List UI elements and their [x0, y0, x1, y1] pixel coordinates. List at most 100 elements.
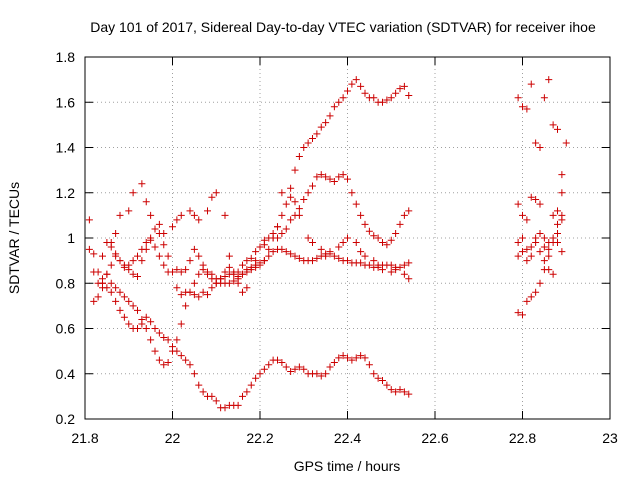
data-point — [164, 252, 172, 260]
data-point — [536, 248, 544, 256]
data-point — [287, 184, 295, 192]
data-point — [177, 211, 185, 219]
data-point — [383, 381, 391, 389]
data-point — [536, 279, 544, 287]
data-point — [309, 134, 316, 142]
data-point — [326, 112, 334, 120]
data-point — [199, 288, 207, 296]
data-point — [125, 261, 133, 269]
data-point — [519, 248, 526, 256]
data-point — [352, 76, 360, 84]
data-point — [116, 211, 124, 219]
data-point — [313, 254, 321, 262]
data-point — [129, 270, 137, 278]
data-point — [195, 252, 203, 260]
data-point — [400, 211, 408, 219]
data-point — [265, 361, 273, 369]
data-point — [523, 216, 531, 224]
data-point — [169, 268, 176, 276]
data-point — [260, 365, 268, 373]
data-point — [326, 175, 334, 183]
data-point — [357, 211, 365, 219]
data-point — [374, 261, 382, 269]
data-point — [199, 266, 207, 274]
data-point — [177, 352, 185, 360]
data-point — [225, 252, 233, 260]
data-point — [134, 252, 141, 260]
data-point — [204, 270, 211, 278]
data-point — [212, 189, 220, 197]
y-tick-label: 0.4 — [56, 366, 76, 382]
data-point — [344, 257, 351, 265]
data-point — [405, 275, 413, 283]
data-point — [379, 239, 386, 247]
data-point — [379, 266, 386, 274]
data-point — [532, 196, 540, 204]
data-point — [549, 239, 557, 247]
data-point — [208, 284, 216, 292]
data-point — [134, 272, 141, 280]
data-point — [344, 234, 351, 242]
data-point — [370, 232, 378, 240]
data-point — [300, 365, 308, 373]
data-point — [387, 268, 395, 276]
data-point — [99, 279, 106, 287]
data-point — [260, 236, 268, 244]
data-point — [221, 272, 229, 280]
data-point — [151, 325, 159, 332]
data-point — [558, 248, 566, 256]
data-point — [527, 193, 535, 201]
data-point — [142, 313, 150, 321]
data-point — [540, 243, 548, 251]
data-point — [300, 196, 308, 204]
data-point — [230, 270, 238, 278]
data-points — [85, 76, 570, 412]
x-tick-label: 21.8 — [71, 430, 98, 446]
y-tick-labels: 0.2 0.4 0.6 0.8 1 1.2 1.4 1.6 1.8 — [56, 49, 76, 427]
data-point — [142, 325, 150, 332]
data-point — [90, 297, 98, 305]
data-point — [239, 261, 246, 269]
data-point — [335, 254, 343, 262]
data-point — [365, 227, 373, 235]
data-point — [107, 261, 115, 269]
data-point — [282, 248, 290, 256]
data-point — [234, 279, 242, 287]
data-point — [151, 243, 159, 251]
data-point — [562, 139, 570, 147]
data-point — [125, 297, 133, 305]
data-point — [374, 374, 382, 382]
data-point — [147, 336, 155, 344]
data-point — [300, 144, 308, 151]
data-point — [252, 374, 260, 382]
data-point — [274, 356, 281, 364]
data-point — [387, 261, 395, 269]
data-point — [304, 234, 312, 242]
data-point — [182, 302, 190, 310]
data-point — [344, 175, 351, 183]
data-point — [527, 252, 535, 260]
data-point — [387, 236, 395, 244]
data-point — [155, 356, 163, 364]
data-point — [370, 257, 378, 265]
data-point — [326, 248, 334, 256]
data-point — [282, 225, 290, 233]
data-point — [120, 263, 128, 271]
data-point — [313, 370, 321, 378]
x-tick-label: 23 — [602, 430, 618, 446]
data-point — [177, 320, 185, 328]
data-point — [339, 239, 347, 247]
data-point — [357, 259, 365, 267]
data-point — [247, 263, 255, 271]
data-point — [274, 223, 281, 231]
data-point — [265, 252, 273, 260]
data-point — [190, 245, 198, 253]
data-point — [309, 182, 316, 190]
data-point — [554, 207, 561, 215]
data-point — [532, 139, 540, 147]
data-point — [278, 229, 286, 237]
data-point — [357, 352, 365, 360]
data-point — [147, 211, 155, 219]
x-tick-label: 22.8 — [509, 430, 536, 446]
